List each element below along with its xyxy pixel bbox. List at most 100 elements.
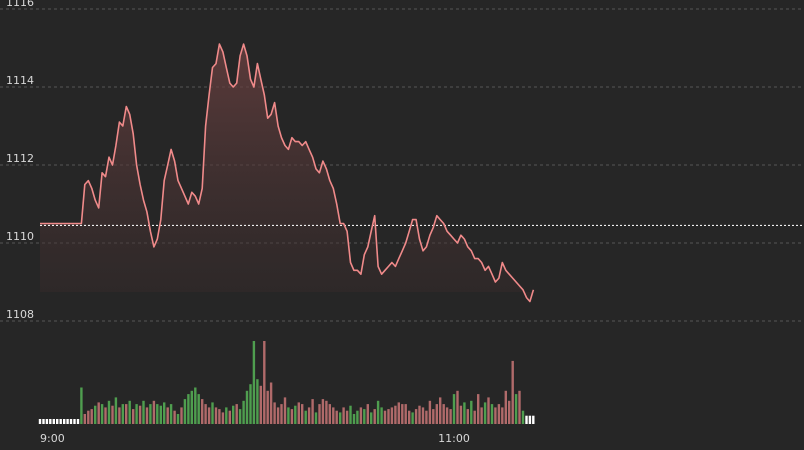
volume-bar [194, 387, 197, 424]
y-tick-label: 1110 [6, 230, 34, 243]
volume-bar [490, 404, 494, 424]
volume-bar [314, 412, 318, 424]
volume-bar [66, 419, 69, 424]
volume-bar [394, 405, 397, 424]
volume-bar [508, 400, 511, 424]
volume-bar [445, 407, 449, 424]
volume-bar [49, 419, 52, 424]
volume-bar [218, 409, 221, 424]
volume-bar [135, 404, 138, 424]
volume-bar [259, 385, 262, 424]
volume-bar [518, 390, 521, 424]
volume-bar [528, 415, 532, 424]
volume-bar [197, 394, 200, 424]
volume-bar [111, 405, 114, 424]
x-tick-label: 9:00 [40, 432, 65, 445]
volume-bar [149, 404, 152, 424]
volume-bar [45, 419, 49, 424]
volume-bar [242, 400, 245, 424]
volume-bar [466, 409, 469, 424]
y-tick-label: 1112 [6, 152, 34, 165]
price-area [40, 44, 534, 302]
volume-bar [80, 387, 83, 424]
volume-bar [332, 407, 335, 424]
volume-bar [97, 402, 100, 424]
price-plot [40, 43, 804, 303]
volume-bar [304, 410, 307, 424]
volume-bar [373, 409, 376, 424]
volume-bar [483, 402, 487, 424]
volume-bar [401, 404, 404, 424]
volume-bar [418, 405, 421, 424]
volume-bar [169, 404, 173, 424]
volume-bar [263, 341, 266, 424]
volume-bar [94, 405, 97, 424]
volume-bar [252, 341, 256, 424]
volume-bar [52, 419, 55, 424]
volume-bar [128, 400, 131, 424]
volume-bar [283, 397, 287, 424]
volume-bar [287, 407, 290, 424]
volume-bar [425, 410, 428, 424]
volume-bar [439, 397, 442, 424]
volume-bar [273, 402, 276, 424]
volume-bar [532, 415, 535, 424]
volume-bar [83, 414, 86, 424]
volume-bar [118, 407, 121, 424]
volume-bar [428, 400, 432, 424]
volume-bar [211, 402, 214, 424]
volume-bar [487, 397, 490, 424]
volume-bar [390, 407, 394, 424]
volume-bar [280, 404, 283, 424]
volume-bar [42, 419, 45, 424]
volume-bar [294, 405, 297, 424]
volume-bar [297, 402, 300, 424]
volume-bar [156, 404, 159, 424]
volume-bar [342, 407, 345, 424]
volume-bar [114, 397, 118, 424]
volume-bar [311, 399, 314, 424]
volume-bar [366, 404, 369, 424]
volume-bar [497, 404, 501, 424]
volume-bar [459, 405, 463, 424]
volume-bar [183, 399, 187, 424]
volume-bar [449, 409, 452, 424]
volume-bar [204, 404, 207, 424]
volume-bar [504, 390, 507, 424]
volume-bar [166, 407, 169, 424]
volume-bar [59, 419, 62, 424]
volume-bar [180, 407, 183, 424]
y-tick-label: 1116 [6, 0, 34, 9]
volume-bar [352, 414, 356, 424]
volume-bar [125, 404, 128, 424]
volume-bar [159, 405, 162, 424]
volume-bar [525, 415, 528, 424]
volume-bar [256, 379, 259, 424]
volume-bar [421, 407, 425, 424]
volume-bar [335, 410, 338, 424]
volume-bar [238, 409, 242, 424]
volume-bar [176, 414, 180, 424]
volume-bar [152, 400, 156, 424]
volume-bar [121, 404, 124, 424]
volume-bar [232, 405, 235, 424]
volume-bar [87, 410, 90, 424]
volume-bar [345, 410, 349, 424]
volume-bar [328, 404, 331, 424]
volume-bar [104, 407, 107, 424]
volume-bar [214, 407, 218, 424]
volume-bar [225, 407, 228, 424]
volume-bar [173, 410, 176, 424]
volume-bar [370, 412, 373, 424]
volume-bar [249, 384, 252, 424]
volume-bar [442, 404, 445, 424]
volume-bar [266, 390, 269, 424]
volume-bar [363, 409, 366, 424]
volume-bar [463, 402, 466, 424]
volume-bar [387, 409, 390, 424]
volume-bar [473, 410, 476, 424]
volume-bar [132, 409, 135, 424]
volume-bar [63, 419, 66, 424]
y-tick-label: 1108 [6, 308, 34, 321]
